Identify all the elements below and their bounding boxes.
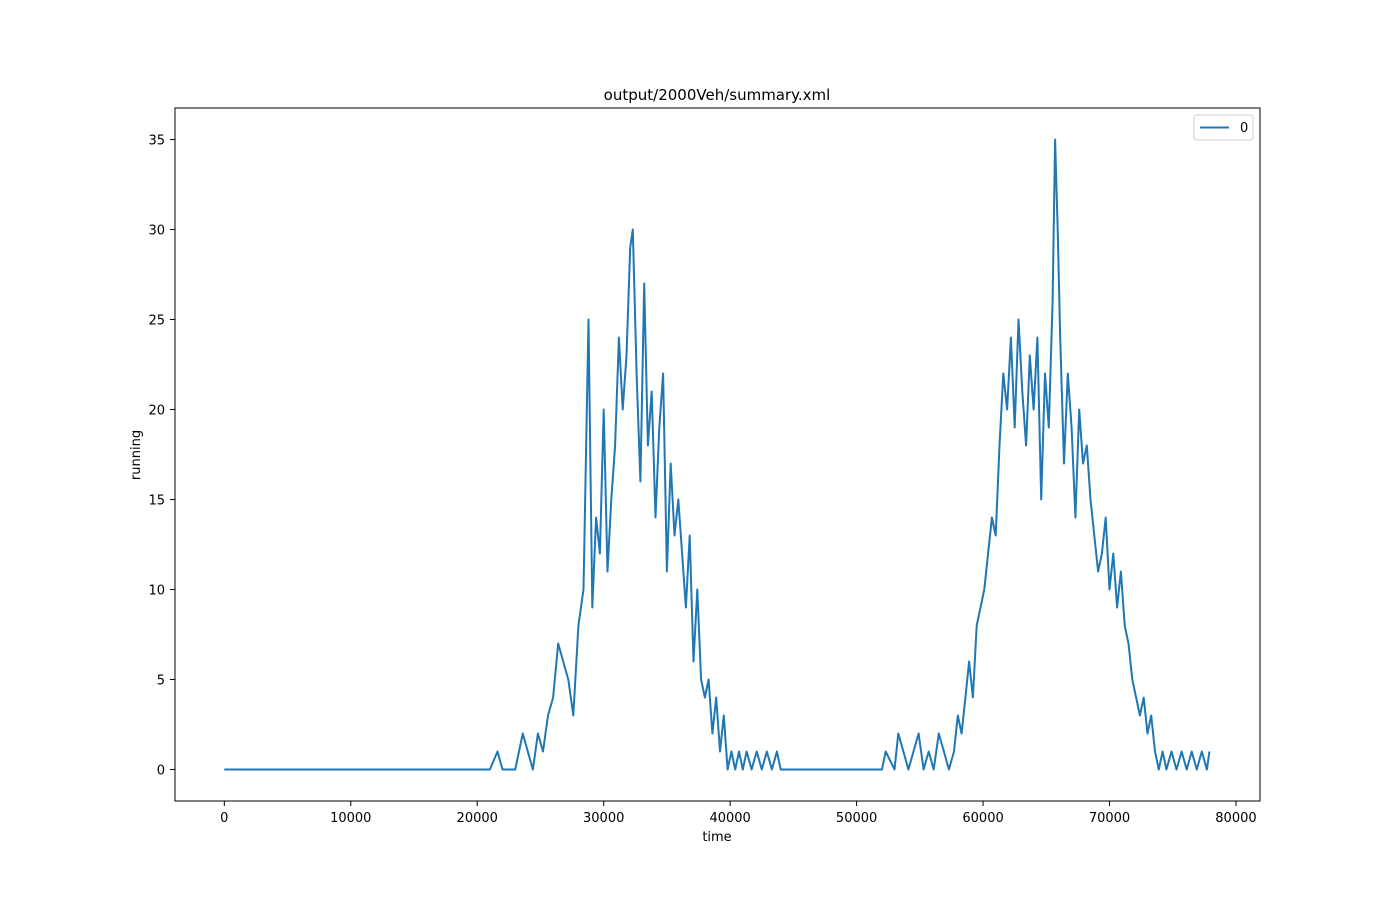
y-tick-label: 10 xyxy=(148,584,165,599)
x-tick-label: 80000 xyxy=(1215,811,1256,826)
x-tick-label: 30000 xyxy=(583,811,624,826)
series-line-0 xyxy=(224,138,1211,771)
y-axis-label: running xyxy=(129,430,144,480)
x-tick-label: 50000 xyxy=(836,811,877,826)
x-axis-label: time xyxy=(702,830,731,845)
y-tick-label: 0 xyxy=(157,764,165,779)
y-tick-label: 20 xyxy=(148,404,165,419)
x-tick-label: 0 xyxy=(220,811,228,826)
y-tick-label: 5 xyxy=(157,674,165,689)
chart-title: output/2000Veh/summary.xml xyxy=(604,86,831,104)
x-tick-label: 70000 xyxy=(1089,811,1130,826)
y-tick-label: 25 xyxy=(148,314,165,329)
x-tick-label: 60000 xyxy=(962,811,1003,826)
legend-label: 0 xyxy=(1240,121,1248,136)
plot-area xyxy=(174,107,1261,802)
x-tick-label: 10000 xyxy=(330,811,371,826)
y-tick-label: 15 xyxy=(148,494,165,509)
y-tick-label: 35 xyxy=(148,134,165,149)
x-axis: 0 10000 20000 30000 40000 50000 60000 70000 8000… xyxy=(220,801,1257,826)
axes-frame xyxy=(174,107,1261,802)
x-tick-label: 20000 xyxy=(457,811,498,826)
x-tick-label: 40000 xyxy=(709,811,750,826)
y-tick-label: 30 xyxy=(148,224,165,239)
y-axis: 0 5 10 15 20 25 30 35 xyxy=(148,134,175,779)
legend: 0 xyxy=(1193,114,1254,141)
